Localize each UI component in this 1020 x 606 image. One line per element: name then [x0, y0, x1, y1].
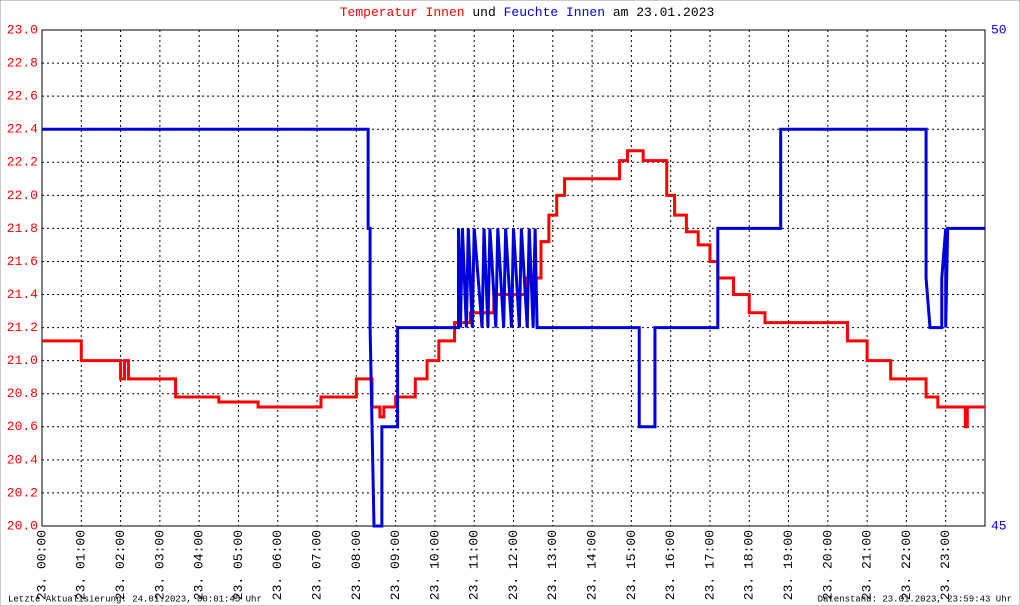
x-tick-label: 23. 16:00: [663, 530, 678, 600]
series-line: [42, 127, 985, 528]
y-tick-label: 20.2: [7, 485, 38, 500]
title-series-2: Feuchte Innen: [504, 5, 605, 20]
y-tick-label: 21.6: [7, 254, 38, 269]
y-tick-label: 21.0: [7, 353, 38, 368]
x-tick-label: 23. 03:00: [152, 530, 167, 600]
y-tick-label: 22.2: [7, 155, 38, 170]
x-tick-label: 23. 07:00: [309, 530, 324, 600]
y-tick-label: 21.8: [7, 221, 38, 236]
plot-border: [41, 29, 986, 527]
x-tick-label: 23. 08:00: [349, 530, 364, 600]
x-tick-label: 23. 17:00: [702, 530, 717, 600]
x-tick-label: 23. 11:00: [467, 530, 482, 600]
y-tick-label: 20.0: [7, 518, 38, 533]
x-tick-label: 23. 01:00: [74, 530, 89, 600]
x-tick-label: 23. 14:00: [585, 530, 600, 600]
y-tick-label: 20.6: [7, 419, 38, 434]
x-tick-label: 23. 12:00: [506, 530, 521, 600]
x-tick-label: 23. 05:00: [231, 530, 246, 600]
x-tick-label: 23. 20:00: [820, 530, 835, 600]
y-tick-label: 22.8: [7, 56, 38, 71]
title-joiner: und: [472, 5, 495, 20]
y-tick-label: 22.4: [7, 122, 38, 137]
x-tick-label: 23. 04:00: [192, 530, 207, 600]
x-tick-label: 23. 22:00: [899, 530, 914, 600]
title-series-1: Temperatur Innen: [340, 5, 465, 20]
series-line: [42, 149, 985, 429]
y2-tick-label: 45: [991, 518, 1007, 533]
x-tick-label: 23. 15:00: [624, 530, 639, 600]
x-tick-label: 23. 18:00: [742, 530, 757, 600]
x-tick-label: 23. 02:00: [113, 530, 128, 600]
x-tick-label: 23. 13:00: [545, 530, 560, 600]
x-tick-label: 23. 21:00: [860, 530, 875, 600]
y2-tick-label: 50: [991, 22, 1007, 37]
x-tick-label: 23. 23:00: [938, 530, 953, 600]
y-tick-label: 22.6: [7, 89, 38, 104]
footer-right: Datenstand: 23.01.2023, 23:59:43 Uhr: [818, 594, 1012, 604]
x-tick-label: 23. 09:00: [388, 530, 403, 600]
y-tick-label: 23.0: [7, 22, 38, 37]
x-tick-label: 23. 06:00: [270, 530, 285, 600]
y-tick-label: 20.8: [7, 386, 38, 401]
x-tick-label: 23. 19:00: [781, 530, 796, 600]
x-tick-label: 23. 00:00: [34, 530, 49, 600]
y-tick-label: 22.0: [7, 188, 38, 203]
chart-title: Temperatur Innen und Feuchte Innen am 23…: [340, 5, 715, 20]
y-tick-label: 21.2: [7, 320, 38, 335]
title-date: am 23.01.2023: [613, 5, 714, 20]
y-tick-label: 21.4: [7, 287, 38, 302]
y-tick-label: 20.4: [7, 452, 38, 467]
x-tick-label: 23. 10:00: [427, 530, 442, 600]
footer-left: Letzte Aktualisierung: 24.01.2023, 00:01…: [8, 594, 262, 604]
